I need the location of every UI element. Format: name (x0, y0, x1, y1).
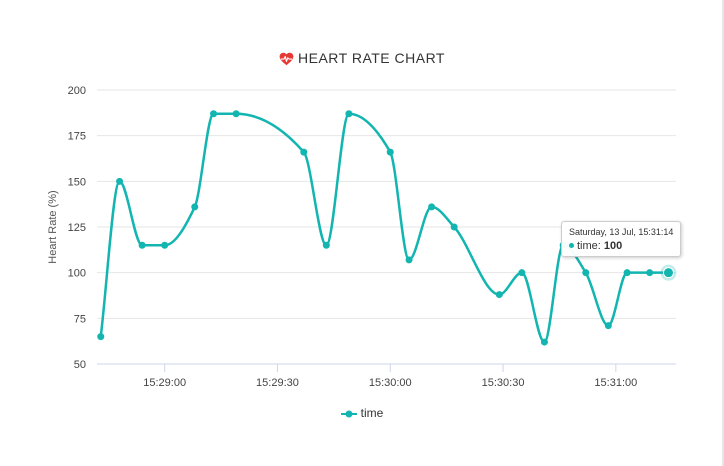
x-tick-label: 15:29:00 (143, 377, 186, 389)
x-tick-label: 15:30:00 (369, 377, 412, 389)
x-axis: 15:29:00 15:29:30 15:30:00 15:30:30 15:31:00 (97, 363, 676, 389)
y-tick-label: 75 (74, 313, 86, 325)
data-point[interactable] (97, 333, 105, 341)
x-tick-label: 15:29:30 (256, 377, 299, 389)
data-point[interactable] (210, 110, 218, 118)
data-point[interactable] (450, 223, 458, 231)
data-point[interactable] (386, 148, 394, 156)
data-point[interactable] (161, 241, 169, 249)
tooltip-row: time: 100 (569, 240, 673, 252)
grid-lines (97, 89, 676, 319)
data-point[interactable] (345, 110, 353, 118)
tooltip-series-dot (569, 243, 574, 248)
data-point[interactable] (582, 269, 590, 277)
y-tick-label: 200 (68, 85, 86, 97)
data-point[interactable] (232, 110, 240, 118)
legend-label: time (360, 406, 384, 420)
data-point[interactable] (646, 269, 654, 277)
data-point[interactable] (540, 338, 548, 346)
data-point[interactable] (300, 148, 308, 156)
data-point[interactable] (518, 269, 526, 277)
y-tick-label: 150 (68, 176, 86, 188)
data-point[interactable] (322, 241, 330, 249)
legend-marker-icon (340, 407, 357, 421)
y-tick-label: 50 (74, 359, 86, 371)
data-point[interactable] (428, 203, 436, 211)
data-point[interactable] (623, 269, 631, 277)
tooltip-value: 100 (603, 240, 623, 252)
y-tick-label: 100 (68, 268, 86, 280)
x-tick-label: 15:31:00 (594, 377, 637, 389)
page-edge-border (722, 0, 724, 466)
data-points (97, 110, 677, 346)
x-tick-label: 15:30:30 (482, 377, 525, 389)
tooltip-date: Saturday, 13 Jul, 15:31:14 (569, 227, 674, 237)
data-point[interactable] (604, 322, 612, 330)
y-axis-label: Heart Rate (%) (47, 190, 59, 263)
data-point[interactable] (138, 241, 146, 249)
data-point[interactable] (191, 203, 199, 211)
y-tick-label: 125 (68, 222, 86, 234)
y-tick-label: 175 (68, 131, 86, 143)
legend[interactable]: time (0, 406, 724, 421)
data-point[interactable] (116, 177, 124, 185)
tooltip: Saturday, 13 Jul, 15:31:14 time: 100 (561, 221, 681, 257)
y-axis-ticks: 50 75 100 125 150 175 200 (68, 85, 86, 371)
chart-title: HEART RATE CHART (0, 50, 724, 69)
data-point[interactable] (405, 256, 413, 264)
heart-rate-icon (279, 52, 294, 69)
data-point[interactable] (662, 267, 674, 279)
data-point[interactable] (495, 291, 503, 299)
chart-title-text: HEART RATE CHART (298, 50, 445, 66)
tooltip-label: time: (577, 240, 604, 252)
